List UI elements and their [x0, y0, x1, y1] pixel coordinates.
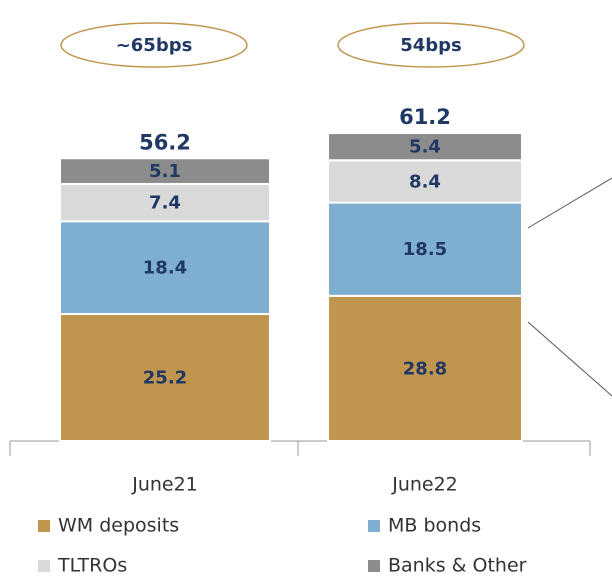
total-label: 61.2: [399, 105, 451, 129]
connector: [527, 177, 612, 229]
segment-label: 18.5: [403, 239, 447, 260]
segment-label: 28.8: [403, 358, 447, 379]
legend-label: Banks & Other: [388, 555, 527, 577]
x-tick-label: June22: [391, 474, 458, 496]
connector: [527, 321, 612, 397]
bar-segment: [327, 159, 523, 204]
segment-label: 8.4: [409, 171, 441, 192]
segment-label: 25.2: [143, 367, 187, 388]
bar-segment: [327, 132, 523, 162]
legend-label: TLTROs: [57, 555, 127, 577]
segment-label: 5.1: [149, 161, 181, 182]
legend-swatch: [38, 560, 50, 572]
x-tick-label: June21: [131, 474, 198, 496]
bubble: [337, 22, 525, 68]
legend-swatch: [368, 560, 380, 572]
bubble-text: ~65bps: [116, 35, 193, 56]
segment-label: 5.4: [409, 137, 441, 158]
bar-segment: [59, 312, 271, 443]
legend-label: WM deposits: [58, 515, 179, 537]
segment-label: 18.4: [143, 258, 187, 279]
bubble: [60, 22, 248, 68]
legend-label: MB bonds: [388, 515, 481, 537]
bar-segment: [327, 201, 523, 297]
bar-segment: [327, 294, 523, 442]
bar-segment: [59, 157, 271, 185]
segment-label: 7.4: [149, 193, 181, 214]
bubble-text: 54bps: [400, 35, 462, 56]
legend-swatch: [38, 520, 50, 532]
total-label: 56.2: [139, 130, 191, 154]
legend-swatch: [368, 520, 380, 532]
bar-segment: [59, 220, 271, 315]
